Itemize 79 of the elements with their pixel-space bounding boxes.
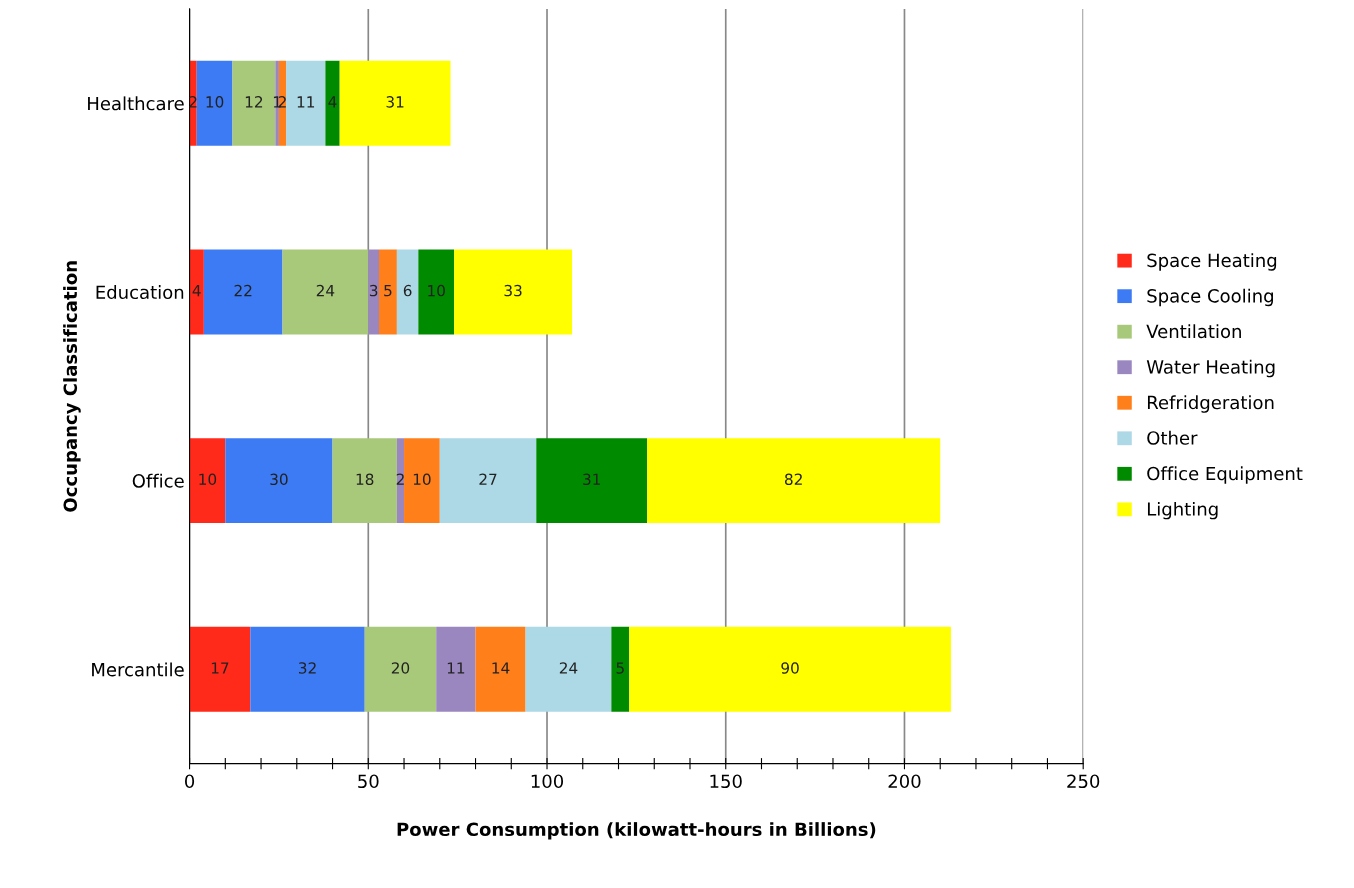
y-tick-label: Healthcare (88, 96, 184, 111)
legend-label: Refridgeration (1147, 395, 1274, 413)
bar (454, 249, 573, 335)
data-label: 82 (784, 473, 802, 486)
data-label: 27 (479, 473, 497, 485)
bar (339, 60, 451, 146)
bar (364, 626, 437, 712)
x-tick-label: 250 (1067, 774, 1100, 789)
data-label: 31 (386, 96, 404, 108)
bar (536, 438, 648, 524)
bar (189, 626, 251, 712)
bar (647, 438, 941, 524)
bar (189, 438, 226, 524)
x-axis-title: Power Consumption (kilowatt-hours in Billions) (397, 822, 876, 840)
x-tick-label: 150 (710, 774, 742, 789)
x-tick-label: 200 (888, 774, 921, 789)
y-axis-title: Occupancy Classification (63, 261, 81, 512)
x-tick-label: 100 (531, 774, 564, 789)
legend-label: Water Heating (1146, 359, 1275, 378)
data-label: 33 (504, 284, 522, 297)
bar (189, 249, 204, 335)
bar (325, 60, 340, 146)
bar (436, 626, 476, 712)
bar (396, 249, 419, 335)
x-tick-label: 0 (185, 774, 195, 789)
bar (286, 60, 326, 146)
data-label: 24 (316, 284, 335, 297)
bar (404, 438, 440, 524)
bar (629, 626, 951, 712)
data-label: 12 (245, 96, 263, 108)
data-label: 90 (781, 662, 799, 674)
data-label: 10 (428, 284, 445, 297)
bar (525, 626, 612, 712)
data-label: 20 (391, 662, 410, 674)
data-label: 31 (583, 473, 601, 486)
data-label: 2 (396, 473, 404, 485)
legend-label: Ventilation (1146, 324, 1241, 339)
data-label: 10 (413, 473, 431, 486)
bar (368, 249, 380, 335)
bar (418, 249, 455, 335)
bar (250, 626, 365, 712)
data-label: 18 (356, 473, 374, 486)
bar (203, 249, 283, 335)
bar (225, 438, 333, 524)
data-label: 10 (199, 473, 217, 486)
bar (475, 626, 526, 712)
data-label: 14 (492, 662, 510, 674)
bar (282, 249, 369, 335)
data-label: 17 (211, 662, 229, 674)
y-tick-label: Office (132, 473, 184, 488)
data-label: 11 (297, 96, 315, 108)
data-label: 4 (192, 285, 201, 297)
legend-label: Lighting (1147, 501, 1218, 520)
legend-label: Space Cooling (1147, 288, 1273, 307)
bar (196, 60, 233, 146)
data-label: 32 (298, 662, 316, 674)
y-tick-label: Mercantile (92, 662, 184, 677)
data-label: 10 (206, 96, 224, 108)
legend-label: Other (1147, 430, 1198, 445)
data-label: 6 (403, 284, 412, 297)
x-tick-label: 50 (358, 774, 379, 789)
data-label: 3 (369, 284, 378, 297)
legend-label: Space Heating (1147, 253, 1277, 271)
bar (232, 60, 276, 146)
bar (332, 438, 397, 524)
bar (396, 438, 405, 524)
bar (379, 249, 397, 335)
bar (189, 60, 197, 146)
bar (439, 438, 537, 524)
data-label: 24 (559, 662, 578, 674)
data-label: 22 (234, 284, 252, 297)
y-tick-label: Education (96, 285, 184, 300)
data-label: 4 (328, 96, 337, 108)
legend-label: Office Equipment (1147, 466, 1303, 484)
bar (611, 626, 630, 712)
data-label: 5 (616, 662, 624, 674)
data-label: 30 (270, 473, 288, 486)
data-label: 5 (384, 285, 392, 297)
data-label: 11 (447, 662, 465, 674)
